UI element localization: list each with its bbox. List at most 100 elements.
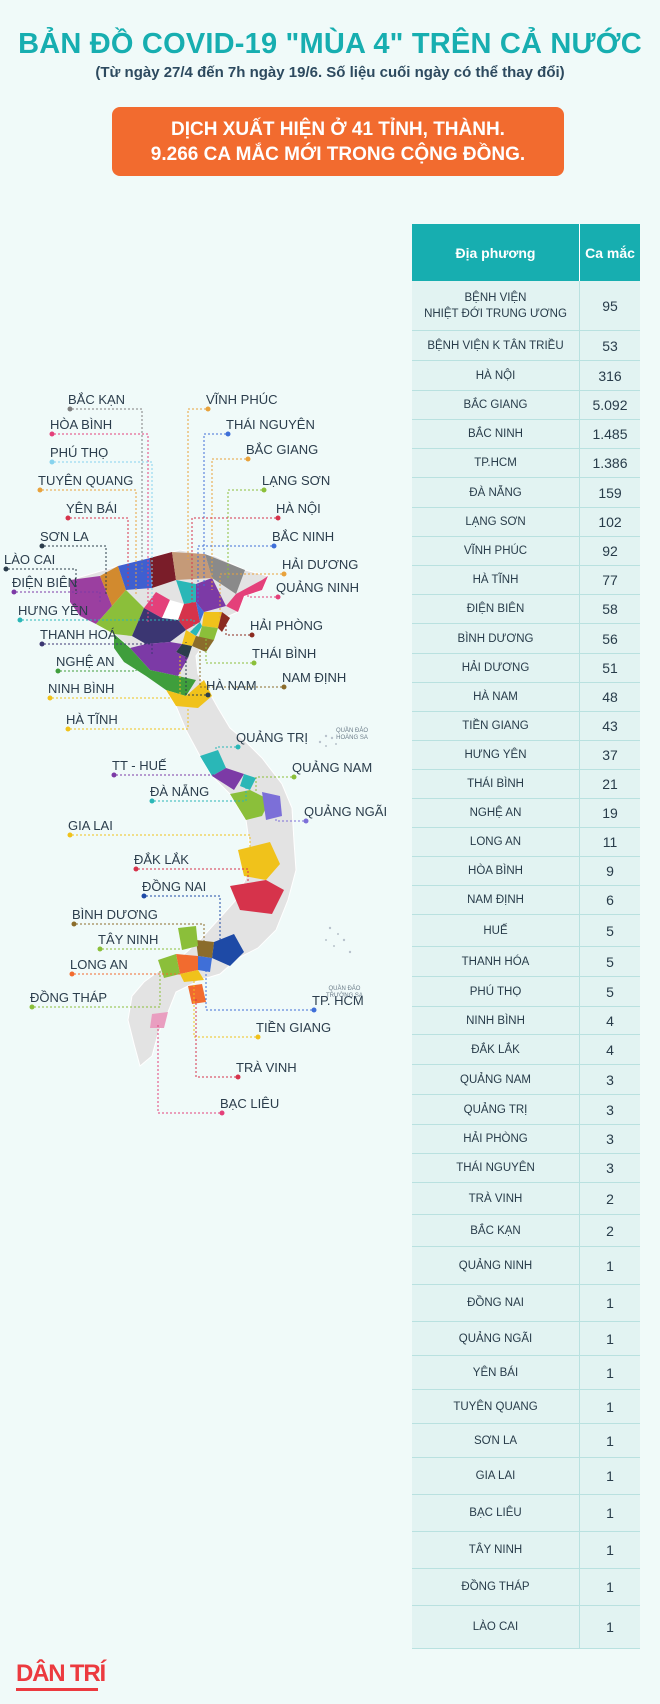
map-label: HƯNG YÊN xyxy=(18,603,89,618)
summary-banner: DỊCH XUẤT HIỆN Ở 41 TỈNH, THÀNH. 9.266 C… xyxy=(112,107,564,176)
table-row: HÀ TĨNH 77 xyxy=(412,566,640,595)
cell-cases: 316 xyxy=(598,367,622,384)
leader-dot xyxy=(49,459,55,465)
map-label: PHÚ THỌ xyxy=(50,445,109,460)
leader-line xyxy=(185,642,210,696)
long-an-region xyxy=(176,954,198,974)
map-label: QUẢNG NAM xyxy=(292,760,373,775)
table-row: THANH HÓA 5 xyxy=(412,947,640,977)
cell-cases: 58 xyxy=(602,601,618,617)
leader-line xyxy=(193,978,260,1038)
cell-location: HƯNG YÊN xyxy=(412,741,580,769)
binh-duong-region xyxy=(196,940,214,958)
cell-location: HÀ TĨNH xyxy=(412,566,580,594)
cell-cases: 4 xyxy=(606,1012,614,1029)
table-row: BẮC KẠN 2 xyxy=(412,1215,640,1247)
son-la-region xyxy=(96,590,144,636)
table-row: HUẾ 5 xyxy=(412,915,640,947)
cell-location: NGHỆ AN xyxy=(412,799,580,827)
leader-line xyxy=(157,1024,224,1114)
leader-dot xyxy=(261,487,267,493)
map-label: HÀ NỘI xyxy=(276,501,321,516)
leader-line xyxy=(146,895,221,950)
table-row: BỆNH VIỆN K TÂN TRIỀU 53 xyxy=(412,331,640,361)
nghe-an-region xyxy=(114,634,196,696)
cell-cases: 56 xyxy=(602,630,618,647)
cell-location: BÌNH DƯƠNG xyxy=(412,624,580,653)
cell-location: HÀ NỘI xyxy=(412,361,580,390)
cell-cases: 2 xyxy=(606,1190,614,1207)
table-row: TUYÊN QUANG 1 xyxy=(412,1390,640,1424)
cell-cases: 1 xyxy=(606,1542,614,1558)
thanh-hoa-region xyxy=(130,642,188,676)
map-label: ĐỒNG NAI xyxy=(142,879,207,894)
map-label: TP. HCM xyxy=(312,993,364,1008)
leader-line xyxy=(205,634,256,664)
cell-location: ĐỒNG NAI xyxy=(412,1285,580,1321)
leader-line xyxy=(76,923,205,948)
leader-dot xyxy=(37,487,43,493)
cell-location: BẮC KẠN xyxy=(412,1215,580,1246)
map-label: TÂY NINH xyxy=(98,932,159,947)
column-header-cases: Ca mắc xyxy=(585,244,635,261)
leader-dot xyxy=(251,660,257,666)
cell-cases: 1 xyxy=(606,1619,614,1635)
table-row: QUẢNG TRỊ 3 xyxy=(412,1095,640,1125)
island-label-line: QUẦN ĐẢO xyxy=(336,728,369,734)
cell-cases: 6 xyxy=(606,892,614,908)
cell-cases: 51 xyxy=(602,660,618,676)
cell-location: BẮC NINH xyxy=(412,420,580,448)
banner-line-1: DỊCH XUẤT HIỆN Ở 41 TỈNH, THÀNH. xyxy=(171,119,505,140)
cell-cases: 37 xyxy=(602,747,618,763)
phu-tho-region xyxy=(144,592,170,618)
table-row: BẮC GIANG 5.092 xyxy=(412,391,640,420)
leader-dot xyxy=(205,692,211,698)
map-label: SƠN LA xyxy=(40,529,89,544)
leader-dot xyxy=(303,818,309,824)
leader-line xyxy=(138,868,249,890)
leader-line xyxy=(34,970,161,1008)
table-row: ĐẮK LẮK 4 xyxy=(412,1035,640,1065)
table-row: HÒA BÌNH 9 xyxy=(412,857,640,886)
table-row: LẠNG SƠN 102 xyxy=(412,508,640,537)
leader-line xyxy=(16,591,101,602)
cell-cases: 5 xyxy=(606,983,614,1000)
thai-nguyen-region xyxy=(176,580,196,604)
cell-location: TUYÊN QUANG xyxy=(412,1390,580,1423)
leader-dot xyxy=(141,893,147,899)
hung-yen-region xyxy=(190,622,202,636)
map-label: TRÀ VINH xyxy=(236,1060,297,1075)
map-label: ĐÀ NẴNG xyxy=(150,784,210,799)
leader-dot xyxy=(65,515,71,521)
leader-dot xyxy=(275,515,281,521)
cell-location: LÀO CAI xyxy=(412,1606,580,1648)
leader-line xyxy=(70,517,129,588)
cell-location: ĐIỆN BIÊN xyxy=(412,595,580,623)
map-label: THÁI BÌNH xyxy=(252,646,317,661)
ninh-binh-region xyxy=(176,644,192,658)
cell-location: TÂY NINH xyxy=(412,1532,580,1568)
map-label: BẮC NINH xyxy=(272,529,335,544)
table-row: QUẢNG NAM 3 xyxy=(412,1065,640,1095)
table-row: PHÚ THỌ 5 xyxy=(412,977,640,1007)
map-label: HẢI DƯƠNG xyxy=(282,557,359,572)
table-row: THÁI NGUYÊN 3 xyxy=(412,1154,640,1183)
leader-line xyxy=(197,545,276,606)
map-label: HẢI PHÒNG xyxy=(250,618,323,633)
leader-line xyxy=(247,590,280,598)
cell-location: SƠN LA xyxy=(412,1424,580,1457)
leader-line xyxy=(70,702,189,730)
hai-phong-region xyxy=(218,612,230,632)
leader-line xyxy=(116,774,227,780)
table-row: NGHỆ AN 19 xyxy=(412,799,640,828)
table-row: HÀ NỘI 316 xyxy=(412,361,640,391)
map-label: HÀ NAM xyxy=(206,678,257,693)
cell-location: HÀ NAM xyxy=(412,683,580,711)
cell-cases: 1 xyxy=(606,1295,614,1311)
table-row: ĐÀ NẴNG 159 xyxy=(412,478,640,508)
leader-line xyxy=(72,408,143,572)
leader-line xyxy=(22,619,195,630)
cases-table: Địa phương Ca mắc BỆNH VIỆN NHIỆT ĐỚI TR… xyxy=(412,224,640,1649)
leader-dot xyxy=(245,456,251,462)
cell-cases: 1 xyxy=(606,1468,614,1484)
